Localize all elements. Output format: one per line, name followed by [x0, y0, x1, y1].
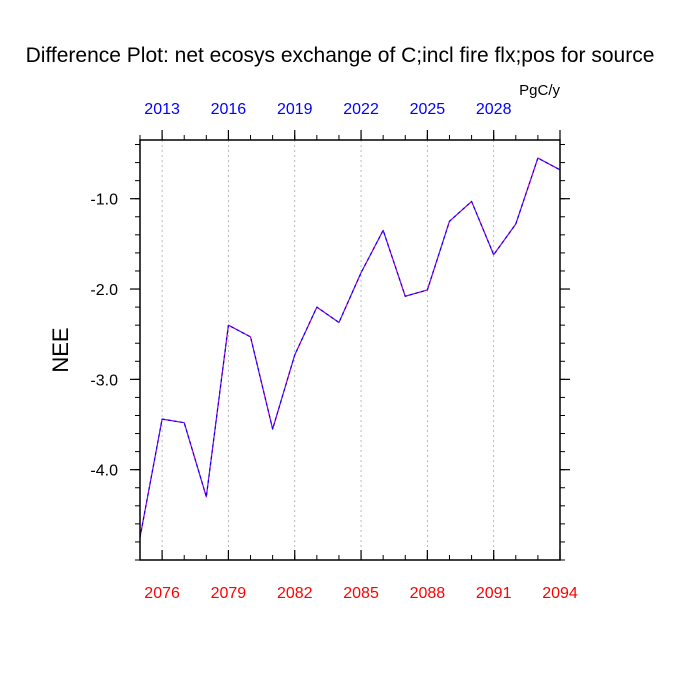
- x-tick-label-top: 2019: [277, 101, 313, 118]
- x-tick-label-bottom: 2085: [343, 585, 379, 602]
- series-line-dash: [139, 157, 561, 538]
- x-tick-label-bottom: 2082: [277, 585, 313, 602]
- x-gridlines: [161, 140, 495, 560]
- units-label: PgC/y: [519, 82, 560, 99]
- x-tick-label-top: 2028: [476, 101, 512, 118]
- y-tick-label: -2.0: [90, 282, 118, 299]
- x-tick-label-top: 2013: [144, 101, 180, 118]
- y-tick-label: -4.0: [90, 463, 118, 480]
- series-layer: [139, 157, 561, 538]
- axis-ticks: [130, 130, 570, 561]
- x-tick-label-bottom: 2088: [410, 585, 446, 602]
- x-tick-label-bottom: 2094: [542, 585, 578, 602]
- x-tick-label-top: 2025: [410, 101, 446, 118]
- x-tick-label-top: 2022: [343, 101, 379, 118]
- x-tick-label-top: 2016: [211, 101, 247, 118]
- series-line: [139, 157, 561, 538]
- tick-labels: 2076 2079 2082 2085 2088 2091 2094 2013 2016 2019…: [90, 101, 577, 602]
- x-tick-label-bottom: 2091: [476, 585, 512, 602]
- x-tick-label-bottom: 2079: [211, 585, 247, 602]
- plot-frame: [139, 139, 561, 561]
- y-axis-label: NEE: [48, 327, 73, 372]
- chart-title: Difference Plot: net ecosys exchange of …: [26, 44, 655, 67]
- y-tick-label: -1.0: [90, 192, 118, 209]
- x-tick-label-bottom: 2076: [144, 585, 180, 602]
- y-tick-label: -3.0: [90, 372, 118, 389]
